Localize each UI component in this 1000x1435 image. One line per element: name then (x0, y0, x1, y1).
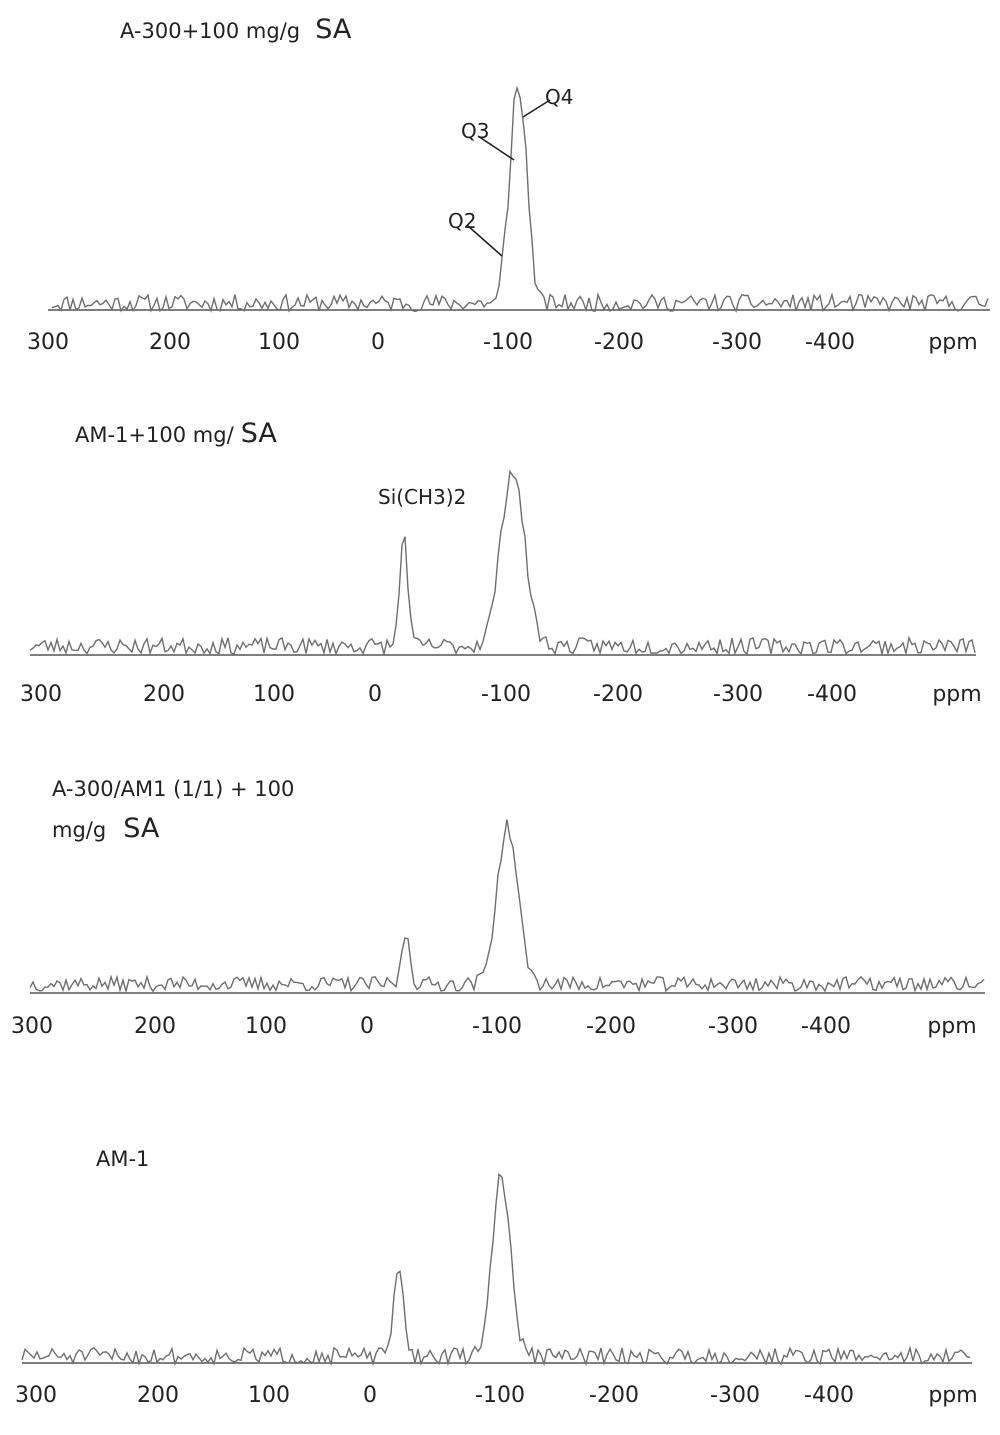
panel-4-tick-0: 0 (363, 1383, 377, 1408)
panel-2-tick-minus-200: -200 (593, 682, 643, 707)
panel-1-tick-minus-100: -100 (483, 330, 533, 355)
spectrum-panel-2: AM-1+100 mg/ SA Si(CH3)2 300 200 100 0 -… (20, 418, 982, 707)
panel-3-tick-minus-400: -400 (801, 1014, 851, 1039)
panel-3-tick-minus-200: -200 (586, 1014, 636, 1039)
panel-4-tick-100: 100 (248, 1383, 290, 1408)
panel-3-tick-minus-100: -100 (472, 1014, 522, 1039)
svg-text:A-300+100 mg/g SA: A-300+100 mg/g SA (120, 14, 352, 45)
panel-3-title-line2: mg/g (52, 818, 106, 842)
panel-1-title-suffix: SA (315, 14, 352, 45)
panel-1-q3-leader (477, 135, 515, 161)
panel-2-tick-0: 0 (368, 682, 382, 707)
spectrum-panel-3: A-300/AM1 (1/1) + 100 mg/g SA 300 200 10… (11, 777, 985, 1039)
panel-1-peak-label-q2: Q2 (448, 209, 476, 233)
panel-2-x-ticks: 300 200 100 0 -100 -200 -300 -400 ppm (20, 682, 982, 707)
panel-2-tick-200: 200 (143, 682, 185, 707)
panel-2-peak-label-si-ch3-2: Si(CH3)2 (378, 485, 466, 509)
spectrum-panel-4: AM-1 300 200 100 0 -100 -200 -300 -400 p… (15, 1147, 978, 1408)
panel-1-tick-200: 200 (149, 330, 191, 355)
panel-4-title: AM-1 (96, 1147, 149, 1171)
panel-1-tick-0: 0 (371, 330, 385, 355)
panel-2-title-suffix: SA (241, 418, 278, 449)
panel-1-spectrum-line (51, 85, 989, 314)
panel-4-tick-minus-200: -200 (589, 1383, 639, 1408)
panel-1-tick-300: 300 (27, 330, 69, 355)
panel-1-tick-100: 100 (258, 330, 300, 355)
panel-1-tick-minus-300: -300 (712, 330, 762, 355)
panel-1-tick-minus-400: -400 (805, 330, 855, 355)
panel-3-title: A-300/AM1 (1/1) + 100 (52, 777, 294, 801)
panel-3-tick-300: 300 (11, 1014, 53, 1039)
panel-2-tick-minus-300: -300 (713, 682, 763, 707)
panel-1-title: A-300+100 mg/g (120, 19, 300, 43)
panel-3-tick-0: 0 (360, 1014, 374, 1039)
panel-4-tick-minus-400: -400 (804, 1383, 854, 1408)
panel-1-q4-leader (522, 99, 551, 118)
panel-1-peak-label-q4: Q4 (545, 85, 573, 109)
panel-1-x-ticks: 300 200 100 0 -100 -200 -300 -400 ppm (27, 330, 978, 355)
panel-3-tick-200: 200 (134, 1014, 176, 1039)
panel-1-q2-leader (467, 225, 503, 257)
panel-1-tick-minus-200: -200 (594, 330, 644, 355)
panel-3-unit-ppm: ppm (927, 1014, 976, 1039)
panel-3-spectrum-line (29, 819, 985, 994)
panel-2-unit-ppm: ppm (932, 682, 981, 707)
panel-3-tick-100: 100 (245, 1014, 287, 1039)
panel-2-title: AM-1+100 mg/ (75, 423, 235, 447)
panel-4-tick-200: 200 (137, 1383, 179, 1408)
panel-2-tick-100: 100 (253, 682, 295, 707)
panel-1-peak-label-q3: Q3 (461, 119, 489, 143)
panel-3-x-ticks: 300 200 100 0 -100 -200 -300 -400 ppm (11, 1014, 977, 1039)
panel-4-spectrum-line (21, 1172, 971, 1367)
panel-1-unit-ppm: ppm (928, 330, 977, 355)
panel-4-tick-300: 300 (15, 1383, 57, 1408)
panel-2-spectrum-line (29, 469, 976, 656)
panel-2-tick-300: 300 (20, 682, 62, 707)
svg-text:AM-1+100 mg/ SA: AM-1+100 mg/ SA (75, 418, 277, 449)
panel-2-tick-minus-100: -100 (481, 682, 531, 707)
panel-4-tick-minus-300: -300 (710, 1383, 760, 1408)
panel-3-tick-minus-300: -300 (708, 1014, 758, 1039)
spectrum-panel-1: A-300+100 mg/g SA Q2 Q3 Q4 300 200 100 0… (27, 14, 990, 355)
panel-4-tick-minus-100: -100 (475, 1383, 525, 1408)
panel-4-x-ticks: 300 200 100 0 -100 -200 -300 -400 ppm (15, 1383, 978, 1408)
panel-2-tick-minus-400: -400 (807, 682, 857, 707)
svg-text:mg/g SA: mg/g SA (52, 813, 160, 844)
panel-3-title-suffix: SA (123, 813, 160, 844)
panel-4-unit-ppm: ppm (928, 1383, 977, 1408)
